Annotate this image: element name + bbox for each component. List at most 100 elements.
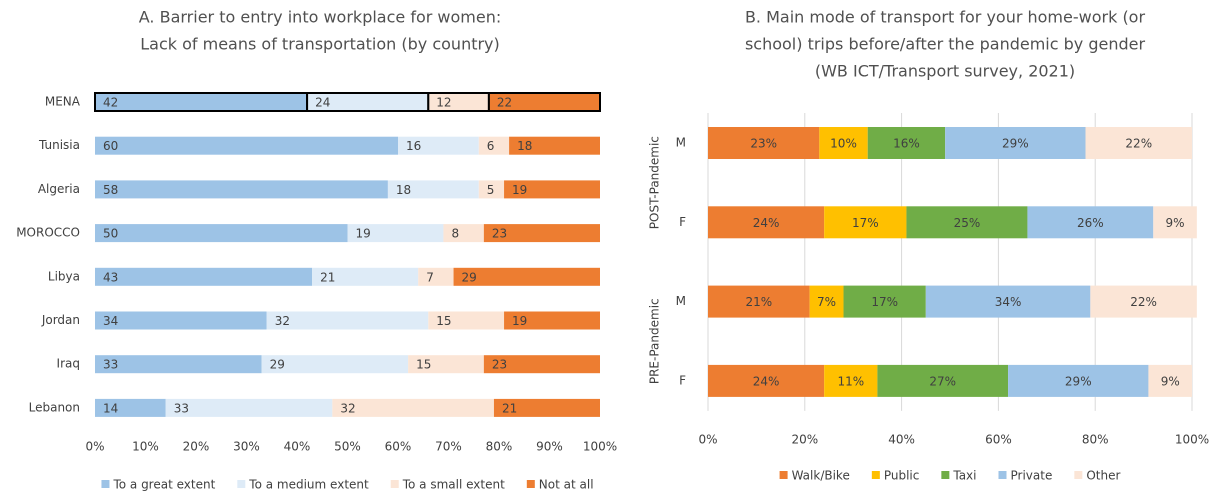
legend-swatch [526,480,535,488]
x-tick-label: 80% [1082,433,1109,447]
chart-title: Lack of means of transportation (by coun… [140,35,500,54]
y-tick-label: M [676,294,686,308]
legend-swatch [941,471,950,479]
y-tick-label: Jordan [41,313,80,327]
data-label: 12 [436,96,451,110]
bar-segment [1085,127,1192,159]
legend-label: Taxi [952,469,976,483]
bar-segment [1148,364,1192,397]
data-label: 21% [745,295,772,309]
data-label: 26% [1077,216,1104,230]
bar-segment [824,364,878,397]
data-label: 17% [871,295,898,309]
data-label: 16% [893,137,920,151]
data-label: 24% [753,374,780,388]
x-tick-label: 30% [233,440,260,454]
data-label: 22% [1125,137,1152,151]
data-label: 19 [512,183,527,197]
data-label: 24% [753,216,780,230]
bar-segment [266,311,429,330]
bar-segment [708,127,820,159]
x-tick-label: 70% [435,440,462,454]
bar-segment [478,180,505,199]
legend-label: Other [1086,469,1120,483]
x-tick-label: 60% [385,440,412,454]
data-label: 43 [103,270,118,284]
chart-title: (WB ICT/Transport survey, 2021) [815,62,1075,81]
data-label: 25% [954,216,981,230]
data-label: 33 [174,401,189,415]
bar-segment [95,267,313,286]
bar-segment [95,136,398,155]
bar-segment [261,355,409,374]
data-label: 23 [492,358,507,372]
chart-title: A. Barrier to entry into workplace for w… [139,8,502,27]
data-label: 58 [103,183,118,197]
x-tick-label: 90% [536,440,563,454]
bar-segment [165,398,333,417]
bar-segment [1090,285,1197,318]
legend-swatch [1074,471,1083,479]
bar-segment [398,136,479,155]
bar-segment [453,267,600,286]
legend-label: Public [884,469,920,483]
y-tick-label: Libya [48,269,80,283]
bar-segment [1027,206,1154,239]
data-label: 23% [750,137,777,151]
legend-label: Private [1010,469,1052,483]
legend-label: To a medium extent [248,478,369,491]
data-label: 42 [103,96,118,110]
bar-segment [347,224,444,243]
bar-segment [843,285,926,318]
legend-swatch [101,480,110,488]
legend-label: To a great extent [112,478,215,491]
bar-segment [819,127,868,159]
bar-segment [1008,364,1149,397]
bar-segment [428,311,505,330]
bar-segment [387,180,479,199]
data-label: 19 [512,314,527,328]
data-label: 23 [492,227,507,241]
legend-swatch [779,471,788,479]
x-tick-label: 100% [1175,433,1209,447]
data-label: 16 [406,139,421,153]
x-tick-label: 40% [284,440,311,454]
x-tick-label: 20% [183,440,210,454]
data-label: 18 [396,183,411,197]
data-label: 19 [356,227,371,241]
data-label: 7% [817,295,836,309]
data-label: 27% [929,374,956,388]
group-label: PRE-Pandemic [648,298,662,384]
data-label: 6 [487,139,495,153]
y-tick-label: Iraq [57,357,80,371]
data-label: 50 [103,227,118,241]
data-label: 34 [103,314,118,328]
data-label: 22% [1130,295,1157,309]
bar-segment [95,398,166,417]
bar-segment [443,224,484,243]
group-label: POST-Pandemic [648,136,662,229]
legend-label: Not at all [539,478,594,491]
x-tick-label: 40% [888,433,915,447]
y-tick-label: F [679,373,686,387]
data-label: 22 [497,96,512,110]
chart-title: school) trips before/after the pandemic … [745,35,1146,54]
bar-segment [95,224,348,243]
data-label: 32 [340,401,355,415]
bar-segment [483,355,600,374]
legend-label: Walk/Bike [792,469,850,483]
data-label: 8 [451,227,459,241]
data-label: 7 [426,270,434,284]
legend-swatch [998,471,1007,479]
data-label: 29% [1002,137,1029,151]
bar-segment [809,285,844,318]
y-tick-label: MENA [45,95,81,109]
x-tick-label: 60% [985,433,1012,447]
bar-segment [509,136,600,155]
bar-segment [94,92,309,112]
bar-segment [478,136,510,155]
data-label: 32 [275,314,290,328]
data-label: 29 [462,270,477,284]
bar-segment [504,180,600,199]
